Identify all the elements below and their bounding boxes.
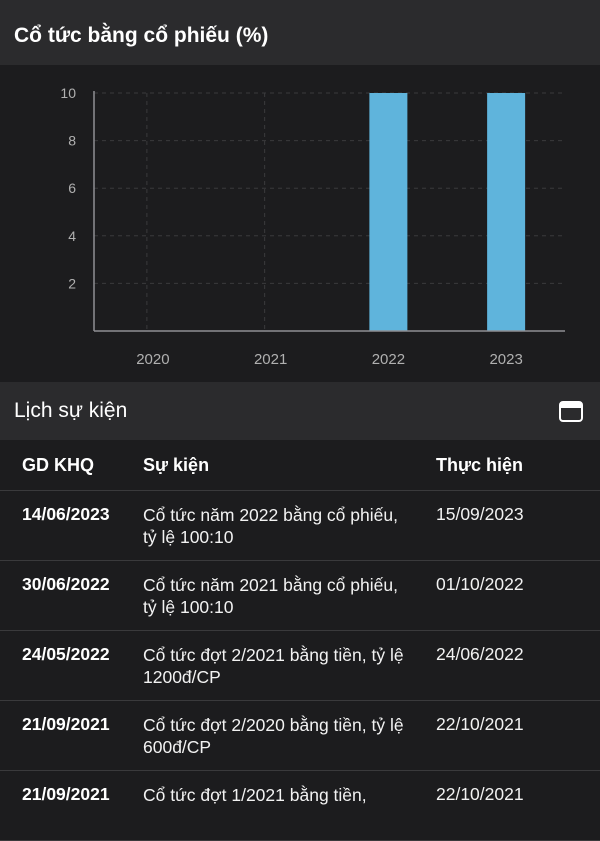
table-row[interactable]: 30/06/2022 Cổ tức năm 2021 bằng cổ phiếu… xyxy=(0,561,600,631)
table-row[interactable]: 21/09/2021 Cổ tức đợt 2/2020 bằng tiền, … xyxy=(0,701,600,771)
dividend-section-header: Cổ tức bằng cổ phiếu (%) xyxy=(0,7,600,65)
header-exec-date: Thực hiện xyxy=(436,454,524,475)
x-tick-label: 2020 xyxy=(136,351,169,368)
y-tick-label: 8 xyxy=(68,133,76,149)
table-row[interactable]: 24/05/2022 Cổ tức đợt 2/2021 bằng tiền, … xyxy=(0,631,600,701)
row-event: Cổ tức năm 2021 bằng cổ phiếu, tỷ lệ 100… xyxy=(143,575,398,617)
header-event: Sự kiện xyxy=(143,454,210,475)
dividend-chart: 2 4 6 8 10 2020 2021 2022 2023 xyxy=(0,65,600,382)
dividend-bar-chart: 2 4 6 8 10 2020 2021 2022 2023 xyxy=(60,85,565,368)
x-tick-label: 2023 xyxy=(489,351,522,368)
row-ex-date: 30/06/2022 xyxy=(22,574,110,594)
row-ex-date: 24/05/2022 xyxy=(22,644,110,664)
row-event: Cổ tức năm 2022 bằng cổ phiếu, tỷ lệ 100… xyxy=(143,505,398,547)
row-event: Cổ tức đợt 2/2020 bằng tiền, tỷ lệ 600đ/… xyxy=(143,715,404,757)
row-exec-date: 24/06/2022 xyxy=(436,644,524,664)
row-exec-date: 15/09/2023 xyxy=(436,504,524,524)
y-tick-label: 6 xyxy=(68,180,76,196)
events-table: GD KHQ Sự kiện Thực hiện 14/06/2023 Cổ t… xyxy=(0,440,600,841)
row-event: Cổ tức đợt 1/2021 bằng tiền, xyxy=(143,785,367,805)
y-tick-label: 2 xyxy=(68,275,76,291)
bar-2023[interactable] xyxy=(487,93,526,331)
events-section-title: Lịch sự kiện xyxy=(14,399,128,422)
top-strip xyxy=(0,0,600,7)
events-table-header: GD KHQ Sự kiện Thực hiện xyxy=(0,440,600,491)
row-exec-date: 22/10/2021 xyxy=(436,714,524,734)
table-row[interactable]: 14/06/2023 Cổ tức năm 2022 bằng cổ phiếu… xyxy=(0,491,600,561)
dividend-section-title: Cổ tức bằng cổ phiếu (%) xyxy=(14,24,269,47)
x-tick-label: 2022 xyxy=(372,351,405,368)
y-tick-label: 4 xyxy=(68,228,76,244)
row-ex-date: 21/09/2021 xyxy=(22,784,110,804)
events-section-header: Lịch sự kiện xyxy=(0,382,600,440)
header-ex-date: GD KHQ xyxy=(22,454,94,475)
row-ex-date: 14/06/2023 xyxy=(22,504,110,524)
row-exec-date: 22/10/2021 xyxy=(436,784,524,804)
bar-2022[interactable] xyxy=(369,93,408,331)
row-ex-date: 21/09/2021 xyxy=(22,714,110,734)
row-event: Cổ tức đợt 2/2021 bằng tiền, tỷ lệ 1200đ… xyxy=(143,645,404,687)
table-row[interactable]: 21/09/2021 Cổ tức đợt 1/2021 bằng tiền, … xyxy=(0,771,600,841)
row-exec-date: 01/10/2022 xyxy=(436,574,524,594)
x-tick-label: 2021 xyxy=(254,351,287,368)
calendar-icon[interactable] xyxy=(558,398,584,424)
y-tick-label: 10 xyxy=(60,85,76,101)
